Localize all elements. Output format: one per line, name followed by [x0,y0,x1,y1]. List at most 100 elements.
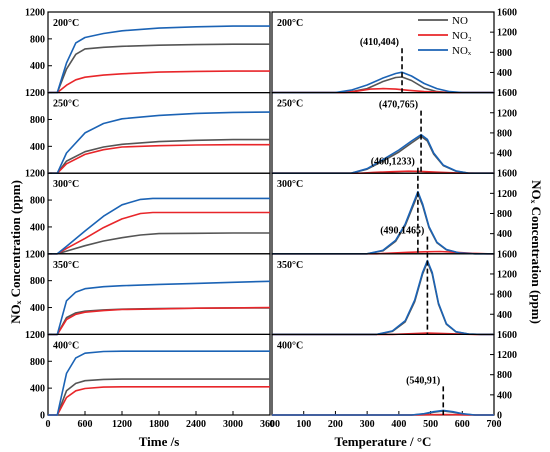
y-tick-label: 1600 [497,169,517,180]
x-tick-label: 1200 [112,419,132,430]
y-tick-label: 400 [497,229,512,240]
left-panel-4: 1200 800 400 350°C [25,249,271,336]
x-tick-label: 200 [328,419,343,430]
panel-temperature-label: 400°C [277,340,303,351]
left-panel-1: 1200 800 400 200°C [25,8,271,94]
series-line-no2 [48,306,271,336]
series-line-nox [272,190,494,255]
x-tick-label: 300 [360,419,375,430]
y-tick-label: 800 [497,48,512,59]
panel-frame [47,333,271,416]
y-tick-label: 1200 [25,249,45,260]
y-tick-label: 1200 [497,108,517,119]
series-line-nox [48,350,270,416]
y-tick-label: 0 [40,411,45,422]
x-tick-label: 700 [487,419,502,430]
x-tick-label: 100 [296,419,311,430]
panel-frame [271,333,495,416]
series-line-nox [272,409,494,416]
x-tick-label: 0 [270,419,275,430]
series-line-no [48,43,270,94]
series-line-no [48,232,270,255]
series-line-no [48,378,270,416]
series-line-nox [48,280,271,336]
peak-annotation: (490,1465) [380,226,424,237]
peak-annotation: (460,1233) [371,157,415,168]
panel-temperature-label: 250°C [277,99,303,110]
y-tick-label: 800 [497,128,512,139]
legend: NO NO₂ NOₓ [418,15,472,57]
x-axis-label-right: Temperature / °C [335,434,432,449]
panel-temperature-label: 350°C [53,260,79,271]
panel-temperature-label: 200°C [277,18,303,29]
y-axis-label-left: NOₓ Concentration (ppm) [8,180,23,324]
panel-frame [47,91,271,174]
legend-label-nox: NOₓ [452,45,472,57]
peak-annotation: (470,765) [379,100,418,111]
x-tick-label: 3600 [260,419,280,430]
y-axis-label-right: NOₓ Concentration (ppm) [529,180,544,324]
x-tick-label: 0 [46,419,51,430]
y-tick-label: 0 [497,411,502,422]
peak-annotation: (410,404) [360,37,399,48]
peak-annotation: (540,91) [406,375,440,386]
y-tick-label: 800 [30,115,45,126]
y-tick-label: 1200 [25,8,45,19]
panel-frame [47,11,271,94]
y-tick-label: 1600 [497,330,517,341]
series-line-nox [48,25,270,94]
y-tick-label: 1200 [25,169,45,180]
panel-temperature-label: 300°C [53,179,79,190]
y-tick-label: 1600 [497,249,517,260]
series-line-no2 [48,143,270,174]
y-tick-label: 400 [30,61,45,72]
x-tick-label: 3000 [223,419,243,430]
series-line-no [272,193,494,255]
y-tick-label: 1200 [497,350,517,361]
y-tick-label: 400 [497,68,512,79]
panel-frame [47,253,271,336]
x-tick-label: 500 [423,419,438,430]
y-tick-label: 1200 [25,88,45,99]
y-tick-label: 1200 [25,330,45,341]
y-tick-label: 400 [30,303,45,314]
left-panel-2: 1200 800 400 250°C [25,88,271,174]
series-line-no2 [48,386,270,416]
y-tick-label: 400 [30,142,45,153]
y-tick-label: 1200 [497,269,517,280]
panel-temperature-label: 400°C [53,340,79,351]
series-line-no2 [48,211,270,255]
panel-frame [47,172,271,255]
x-tick-label: 400 [391,419,406,430]
series-line-no [272,261,494,336]
right-panel-2: 1600 1200 800 400 250°C (470,765) [271,88,517,174]
y-tick-label: 400 [497,310,512,321]
y-tick-label: 1200 [497,28,517,39]
series-line-no [48,138,270,174]
y-tick-label: 400 [497,149,512,160]
y-tick-label: 800 [30,357,45,368]
y-tick-label: 800 [30,34,45,45]
y-tick-label: 400 [30,384,45,395]
x-tick-label: 600 [78,419,93,430]
y-tick-label: 400 [497,390,512,401]
panel-temperature-label: 350°C [277,260,303,271]
series-line-no2 [48,70,270,94]
y-tick-label: 1600 [497,8,517,19]
series-line-nox [272,259,494,336]
x-tick-label: 600 [455,419,470,430]
panel-temperature-label: 300°C [277,179,303,190]
panel-frame [271,172,495,255]
y-tick-label: 800 [30,196,45,207]
series-line-nox [48,111,271,174]
y-tick-label: 800 [30,276,45,287]
panels-group: 1200 800 400 200°C 1200 800 400 250°C 1200 800 400… [25,8,517,431]
y-tick-label: 1600 [497,88,517,99]
panel-frame [271,253,495,336]
right-panel-5: 1600 1200 800 400 0 0 100 200 300 400 500 600 700 400… [270,330,518,430]
left-panel-3: 1200 800 400 300°C [25,169,271,255]
y-tick-label: 1200 [497,189,517,200]
y-tick-label: 800 [497,290,512,301]
y-tick-label: 400 [30,222,45,233]
